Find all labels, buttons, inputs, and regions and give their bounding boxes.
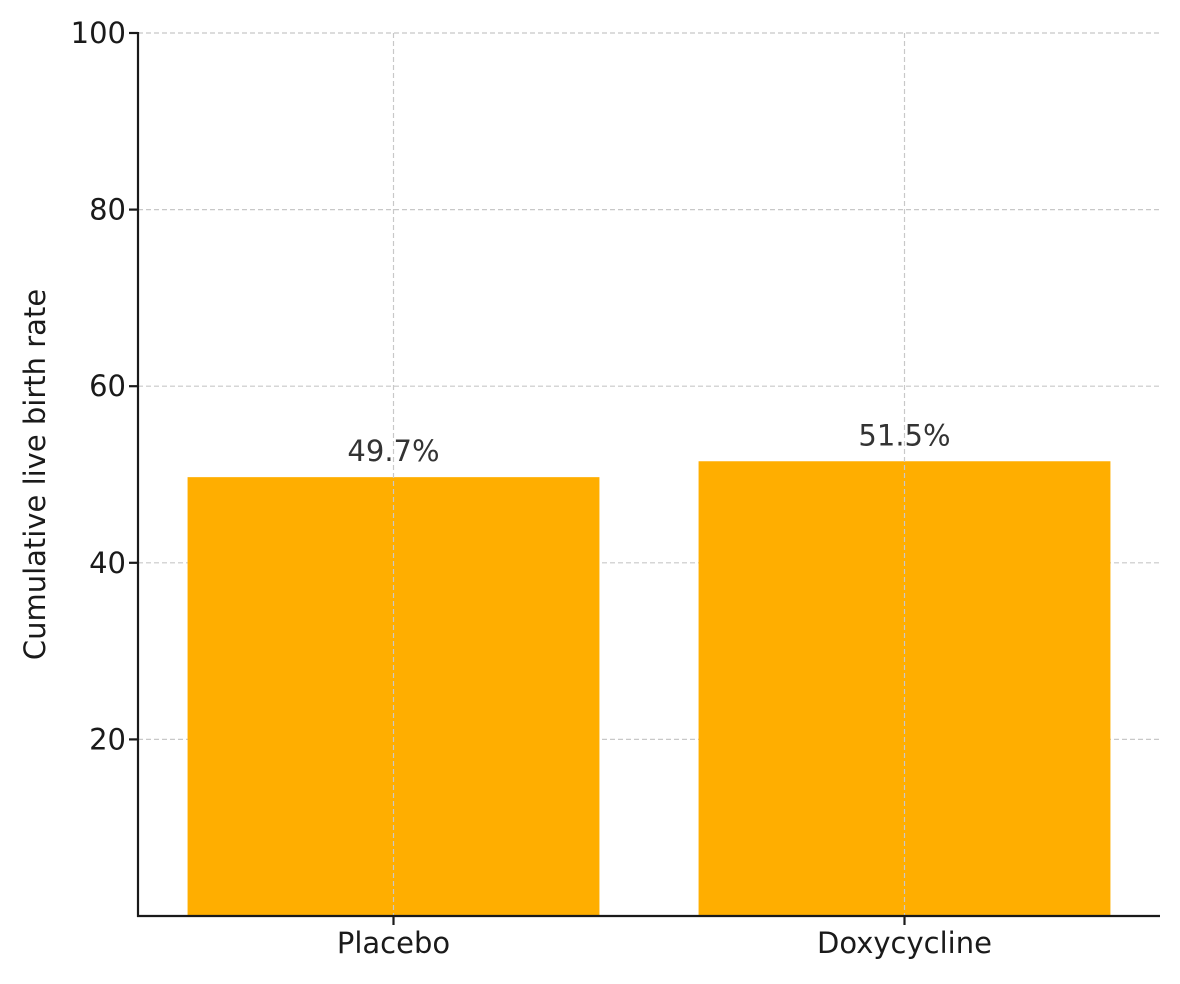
data-labels: 49.7% 51.5% [347,418,950,468]
y-tick-label: 20 [89,722,126,756]
y-tick-label: 60 [89,369,126,403]
axes [136,32,1160,918]
bars [187,461,1111,916]
ticks: 20 40 60 80 100 Placebo Doxycycline [71,16,992,960]
bar-value-label: 49.7% [347,434,439,468]
y-tick-label: 40 [89,546,126,580]
y-axis-title: Cumulative live birth rate [18,289,52,660]
bar-value-label: 51.5% [858,418,950,452]
x-tick-label: Doxycycline [817,926,992,960]
y-tick-label: 100 [71,16,126,50]
y-tick-label: 80 [89,193,126,227]
gridlines-overlay [392,33,906,916]
x-tick-label: Placebo [337,926,450,960]
